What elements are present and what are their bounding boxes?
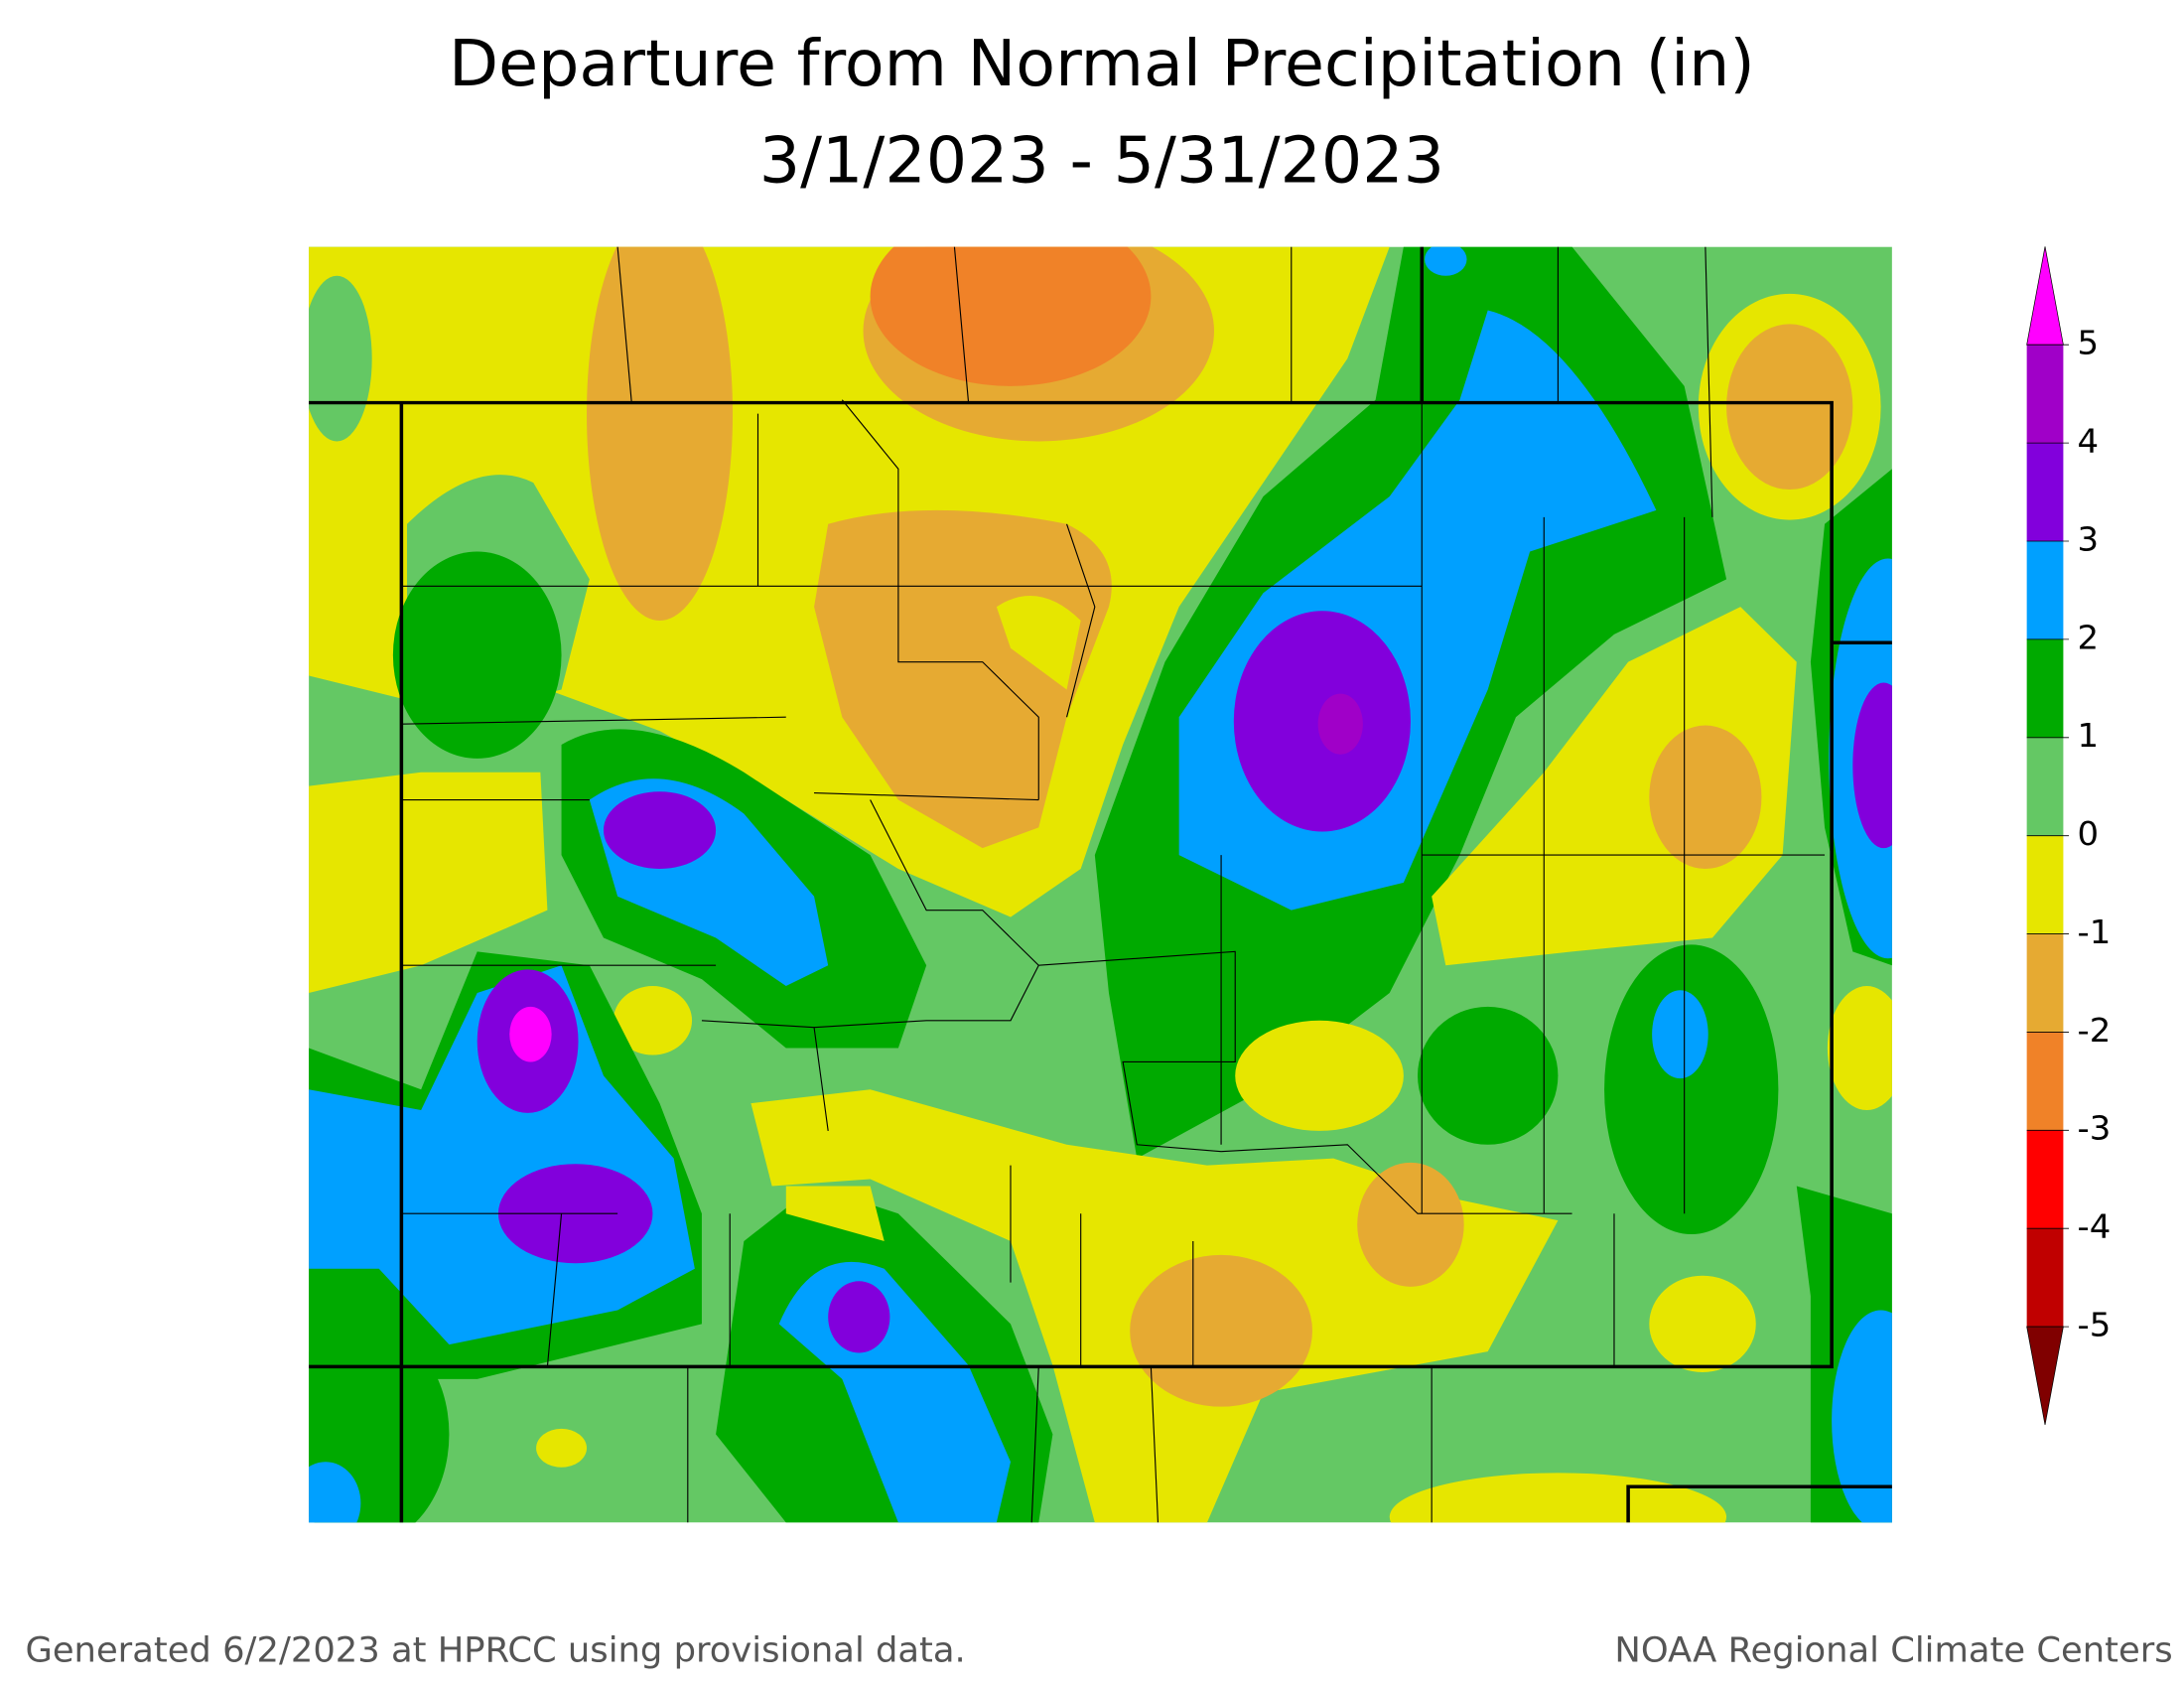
contour-region <box>1317 693 1363 755</box>
contour-region <box>587 246 734 621</box>
contour-region <box>1827 986 1892 1111</box>
colorbar-label: 4 <box>2078 422 2100 461</box>
contour-region <box>309 1324 450 1523</box>
contour-region <box>1604 944 1779 1235</box>
contour-region <box>828 1281 890 1353</box>
colorbar-label: 0 <box>2078 814 2100 853</box>
contour-region <box>392 551 562 759</box>
contour-region <box>785 1186 885 1241</box>
contour-region <box>1649 725 1762 869</box>
contour-region <box>603 791 717 869</box>
colorbar-label: 3 <box>2078 520 2100 559</box>
contour-region <box>1235 1020 1404 1131</box>
contour-region <box>1357 1162 1464 1287</box>
colorbar-band <box>2026 1228 2064 1328</box>
colorbar-label: 1 <box>2078 716 2100 755</box>
colorbar-band <box>2026 541 2064 639</box>
colorbar-label: 2 <box>2078 619 2100 657</box>
colorbar-band <box>2026 345 2064 444</box>
contour-region <box>1432 607 1797 966</box>
contour-region <box>814 509 1112 849</box>
colorbar-label: -2 <box>2078 1011 2112 1050</box>
footer-left: Generated 6/2/2023 at HPRCC using provis… <box>25 1630 965 1671</box>
contour-region <box>1649 1275 1756 1372</box>
contour-region <box>1726 324 1853 491</box>
contour-region <box>309 1462 361 1523</box>
colorbar-extend-bottom <box>2026 1326 2064 1426</box>
colorbar-extend-top <box>2026 246 2064 346</box>
colorbar-band <box>2026 638 2064 738</box>
contour-region <box>1832 1310 1892 1523</box>
title: Departure from Normal Precipitation (in) <box>449 28 1755 101</box>
contour-region <box>509 1006 552 1062</box>
contour-region <box>536 1428 588 1468</box>
colorbar-band <box>2026 737 2064 836</box>
footer-right: NOAA Regional Climate Centers <box>1614 1630 2172 1671</box>
contour-region <box>1652 990 1708 1079</box>
colorbar-band <box>2026 835 2064 934</box>
colorbar-label: 5 <box>2078 324 2100 362</box>
colorbar-label: -1 <box>2078 913 2112 951</box>
colorbar-label: -3 <box>2078 1109 2112 1148</box>
map <box>309 246 1892 1523</box>
colorbar-band <box>2026 1032 2064 1131</box>
state-border <box>309 246 1892 1523</box>
colorbar-label: -5 <box>2078 1306 2112 1344</box>
contour-region <box>870 246 1152 386</box>
colorbar-band <box>2026 933 2064 1033</box>
contour-region <box>309 772 548 993</box>
contour-region <box>613 986 693 1055</box>
contour-region <box>1852 682 1892 849</box>
colorbar-band <box>2026 443 2064 542</box>
colorbar: 5 4 3 2 1 0 -1 -2 -3 -4 -5 <box>2026 246 2112 1426</box>
colorbar-label: -4 <box>2078 1207 2112 1246</box>
contour-region <box>996 596 1081 690</box>
contour-region <box>1418 1006 1559 1145</box>
contour-region <box>309 275 372 442</box>
colorbar-band <box>2026 1130 2064 1229</box>
county-line <box>401 246 1833 1523</box>
contour-region <box>1425 246 1467 276</box>
subtitle: 3/1/2023 - 5/31/2023 <box>759 124 1444 198</box>
contour-region <box>1130 1254 1312 1407</box>
